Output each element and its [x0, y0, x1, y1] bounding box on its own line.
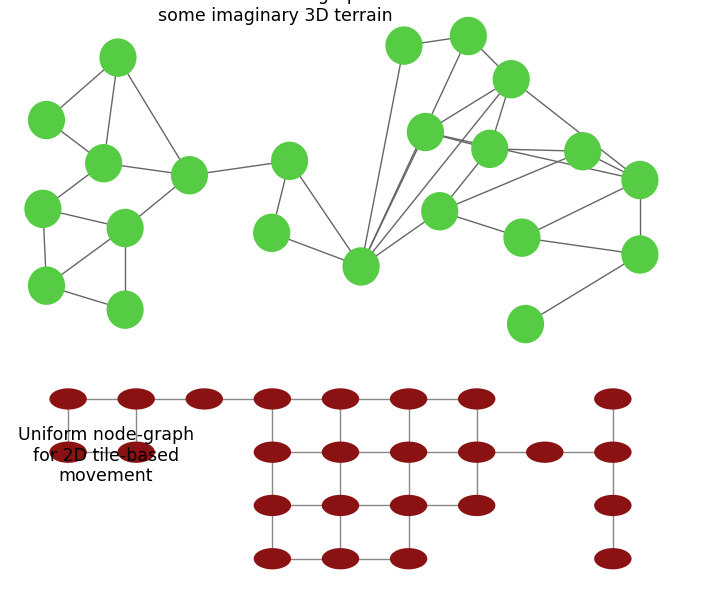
- Ellipse shape: [254, 442, 291, 463]
- Ellipse shape: [594, 388, 631, 409]
- Ellipse shape: [594, 495, 631, 516]
- Ellipse shape: [322, 388, 359, 409]
- Ellipse shape: [322, 495, 359, 516]
- Ellipse shape: [390, 388, 428, 409]
- Ellipse shape: [322, 548, 359, 569]
- Ellipse shape: [322, 442, 359, 463]
- Ellipse shape: [117, 442, 155, 463]
- Ellipse shape: [28, 266, 65, 305]
- Ellipse shape: [621, 235, 659, 274]
- Ellipse shape: [564, 132, 601, 170]
- Ellipse shape: [107, 209, 144, 247]
- Ellipse shape: [342, 247, 380, 285]
- Ellipse shape: [390, 495, 428, 516]
- Ellipse shape: [458, 442, 495, 463]
- Ellipse shape: [458, 495, 495, 516]
- Ellipse shape: [28, 101, 65, 139]
- Ellipse shape: [493, 60, 530, 98]
- Ellipse shape: [254, 495, 291, 516]
- Ellipse shape: [254, 548, 291, 569]
- Ellipse shape: [99, 38, 137, 77]
- Ellipse shape: [421, 192, 458, 231]
- Ellipse shape: [507, 305, 544, 343]
- Ellipse shape: [503, 219, 541, 257]
- Ellipse shape: [458, 388, 495, 409]
- Text: Non-uniform node graph on
some imaginary 3D terrain: Non-uniform node graph on some imaginary…: [154, 0, 396, 25]
- Ellipse shape: [471, 130, 508, 168]
- Ellipse shape: [49, 442, 87, 463]
- Ellipse shape: [594, 442, 631, 463]
- Ellipse shape: [526, 442, 563, 463]
- Ellipse shape: [107, 290, 144, 329]
- Ellipse shape: [49, 388, 87, 409]
- Ellipse shape: [254, 388, 291, 409]
- Ellipse shape: [186, 388, 223, 409]
- Ellipse shape: [85, 144, 122, 182]
- Ellipse shape: [24, 190, 61, 228]
- Ellipse shape: [450, 17, 487, 55]
- Ellipse shape: [407, 113, 444, 151]
- Ellipse shape: [271, 142, 308, 180]
- Ellipse shape: [390, 548, 428, 569]
- Ellipse shape: [253, 213, 290, 252]
- Ellipse shape: [385, 26, 423, 65]
- Ellipse shape: [390, 442, 428, 463]
- Ellipse shape: [117, 388, 155, 409]
- Ellipse shape: [621, 161, 659, 199]
- Ellipse shape: [594, 548, 631, 569]
- Ellipse shape: [171, 156, 208, 194]
- Text: Uniform node-graph
for 2D tile-based
movement: Uniform node-graph for 2D tile-based mov…: [18, 426, 194, 485]
